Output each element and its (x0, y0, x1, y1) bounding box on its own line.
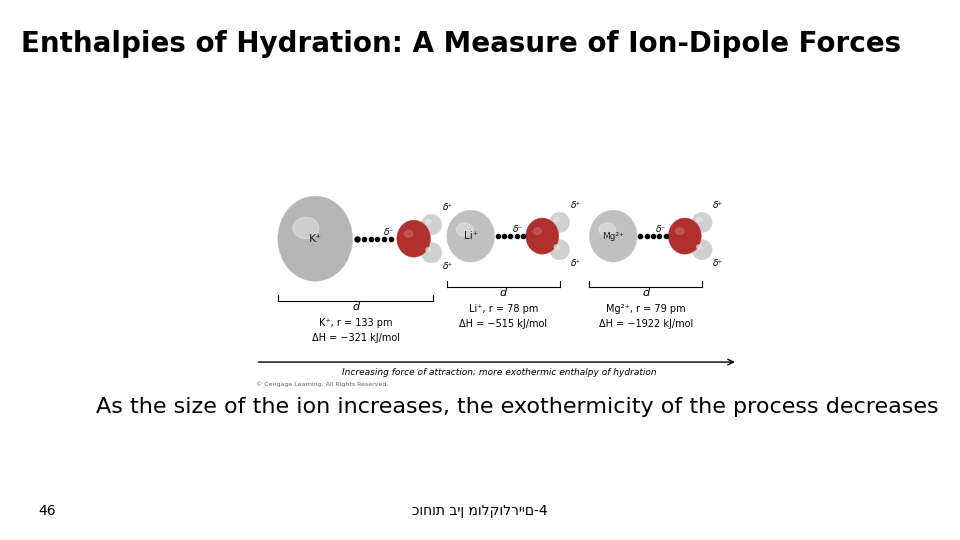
Text: כוחות בין מולקולריים-4: כוחות בין מולקולריים-4 (412, 504, 548, 518)
Ellipse shape (554, 218, 559, 221)
Text: δ⁻: δ⁻ (384, 227, 395, 237)
Ellipse shape (446, 210, 494, 262)
Text: K⁺: K⁺ (308, 234, 322, 244)
Ellipse shape (396, 220, 430, 257)
Text: δ⁻: δ⁻ (656, 225, 666, 234)
Ellipse shape (421, 242, 442, 263)
Ellipse shape (589, 210, 637, 262)
Ellipse shape (668, 218, 701, 254)
Text: ΔH = −1922 kJ/mol: ΔH = −1922 kJ/mol (599, 319, 693, 329)
Text: © Cengage Learning. All Rights Reserved.: © Cengage Learning. All Rights Reserved. (255, 382, 388, 387)
Ellipse shape (676, 228, 684, 234)
Text: δ⁺: δ⁺ (443, 262, 453, 271)
Text: ΔH = −321 kJ/mol: ΔH = −321 kJ/mol (312, 333, 399, 343)
Ellipse shape (549, 212, 569, 232)
Text: δ⁺: δ⁺ (443, 203, 453, 212)
Ellipse shape (425, 220, 431, 224)
Text: K⁺, r = 133 pm: K⁺, r = 133 pm (319, 318, 393, 328)
Text: Mg²⁺, r = 79 pm: Mg²⁺, r = 79 pm (606, 304, 685, 314)
Ellipse shape (456, 223, 473, 236)
Text: Li⁺: Li⁺ (464, 231, 478, 241)
Text: Mg²⁺: Mg²⁺ (602, 232, 624, 241)
Ellipse shape (697, 245, 702, 249)
Ellipse shape (599, 223, 615, 236)
Text: δ⁺: δ⁺ (570, 259, 581, 268)
Text: δ⁺: δ⁺ (713, 201, 724, 210)
Ellipse shape (293, 218, 319, 239)
Text: d: d (352, 302, 359, 312)
Text: δ⁺: δ⁺ (570, 201, 581, 210)
Ellipse shape (526, 218, 559, 254)
Ellipse shape (549, 240, 569, 260)
Text: ΔH = −515 kJ/mol: ΔH = −515 kJ/mol (459, 319, 547, 329)
Text: Enthalpies of Hydration: A Measure of Ion-Dipole Forces: Enthalpies of Hydration: A Measure of Io… (21, 30, 901, 58)
Ellipse shape (697, 218, 702, 221)
Ellipse shape (533, 228, 541, 234)
Text: As the size of the ion increases, the exothermicity of the process decreases: As the size of the ion increases, the ex… (96, 397, 939, 417)
Text: Increasing force of attraction; more exothermic enthalpy of hydration: Increasing force of attraction; more exo… (342, 368, 657, 376)
Text: δ⁺: δ⁺ (713, 259, 724, 268)
Ellipse shape (692, 212, 712, 232)
Text: d: d (642, 288, 650, 298)
Text: Li⁺, r = 78 pm: Li⁺, r = 78 pm (468, 304, 538, 314)
Text: d: d (500, 288, 507, 298)
Text: δ⁻: δ⁻ (513, 225, 523, 234)
Ellipse shape (692, 240, 712, 260)
Ellipse shape (277, 196, 352, 281)
Ellipse shape (421, 214, 442, 235)
Ellipse shape (554, 245, 559, 249)
Ellipse shape (425, 247, 431, 252)
Text: 46: 46 (38, 504, 56, 518)
Ellipse shape (404, 230, 413, 237)
